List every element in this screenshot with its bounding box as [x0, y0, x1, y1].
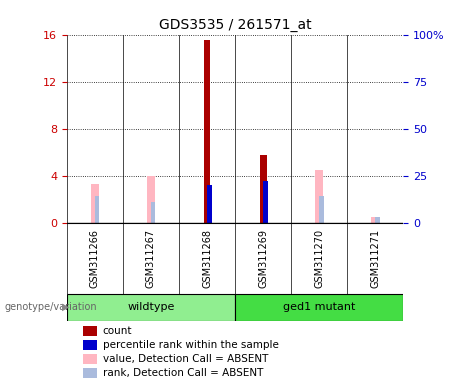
Bar: [204, 40, 210, 223]
Text: wildtype: wildtype: [127, 302, 175, 312]
Text: percentile rank within the sample: percentile rank within the sample: [103, 340, 278, 350]
Text: value, Detection Call = ABSENT: value, Detection Call = ABSENT: [103, 354, 268, 364]
Bar: [147, 176, 155, 223]
Bar: [260, 154, 266, 223]
Bar: [83, 368, 97, 378]
Text: GSM311268: GSM311268: [202, 229, 212, 288]
Text: rank, Detection Call = ABSENT: rank, Detection Call = ABSENT: [103, 368, 263, 378]
Bar: [207, 185, 212, 223]
Text: GSM311270: GSM311270: [314, 229, 324, 288]
Text: ged1 mutant: ged1 mutant: [283, 302, 355, 312]
Bar: [315, 170, 324, 223]
Bar: [263, 181, 268, 223]
Bar: [83, 354, 97, 364]
Text: GSM311271: GSM311271: [370, 229, 380, 288]
Text: GSM311266: GSM311266: [90, 229, 100, 288]
Text: count: count: [103, 326, 132, 336]
Text: ▶: ▶: [62, 302, 70, 312]
Text: GSM311267: GSM311267: [146, 229, 156, 288]
Bar: [375, 217, 380, 223]
Bar: [151, 202, 155, 223]
Bar: [371, 217, 379, 223]
Bar: [319, 196, 324, 223]
Bar: [95, 196, 100, 223]
FancyBboxPatch shape: [67, 294, 235, 321]
Text: genotype/variation: genotype/variation: [5, 302, 97, 312]
Title: GDS3535 / 261571_at: GDS3535 / 261571_at: [159, 18, 312, 32]
Bar: [83, 340, 97, 350]
FancyBboxPatch shape: [235, 294, 403, 321]
Bar: [83, 326, 97, 336]
Text: GSM311269: GSM311269: [258, 229, 268, 288]
Bar: [91, 184, 99, 223]
